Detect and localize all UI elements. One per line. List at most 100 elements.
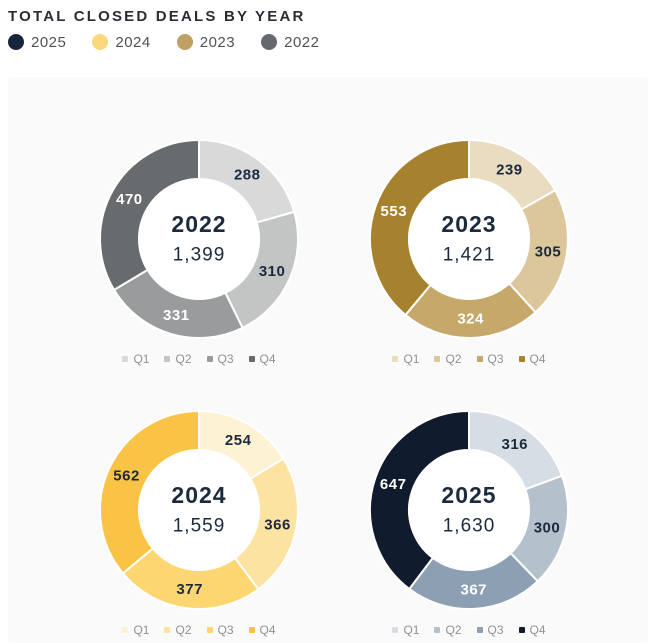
slice-value-label-q3: 331 <box>163 307 190 324</box>
donut-2024-svg: 2024 1,559 254 366 377 562 <box>99 410 299 610</box>
slice-value-label-q1: 288 <box>234 167 261 184</box>
quarter-swatch-icon <box>248 356 255 362</box>
quarter-swatch-icon <box>248 627 255 633</box>
year-legend-item-2024: 2024 <box>92 34 150 51</box>
slice-value-label-q4: 553 <box>381 203 408 220</box>
quarter-swatch-icon <box>476 356 483 362</box>
quarter-legend-label: Q1 <box>403 623 420 637</box>
quarter-legend-item-q2: Q2 <box>164 623 192 637</box>
slice-value-label-q4: 470 <box>116 191 143 208</box>
quarter-swatch-icon <box>206 356 213 362</box>
donut-2023-svg: 2023 1,421 239 305 324 553 <box>369 139 569 339</box>
quarter-swatch-icon <box>164 356 171 362</box>
year-legend-dot-icon <box>92 34 109 50</box>
donut-total-label: 1,630 <box>443 516 496 537</box>
quarter-swatch-icon <box>206 627 213 633</box>
quarter-legend-item-q2: Q2 <box>164 352 192 366</box>
year-legend-item-2023: 2023 <box>176 33 236 51</box>
year-legend-label: 2025 <box>31 33 67 51</box>
quarter-legend-label: Q3 <box>217 352 234 366</box>
year-legend-dot-icon <box>261 34 278 50</box>
quarter-swatch-icon <box>164 627 171 633</box>
quarter-swatch-icon <box>392 627 399 633</box>
donut-chart-2025: 2025 1,630 316 300 367 647 Q1 Q2 Q3 Q4 <box>334 410 604 637</box>
slice-value-label-q1: 254 <box>225 432 252 449</box>
quarter-swatch-icon <box>518 356 525 362</box>
quarter-legend-label: Q2 <box>175 623 192 637</box>
quarter-legend-item-q4: Q4 <box>518 623 546 637</box>
year-legend-dot-icon <box>176 34 193 50</box>
donut-total-label: 1,421 <box>443 245 496 266</box>
quarter-legend-label: Q2 <box>445 623 462 637</box>
slice-value-label-q3: 324 <box>457 310 484 327</box>
quarter-legend-item-q3: Q3 <box>476 352 504 366</box>
quarter-legend-label: Q1 <box>133 623 150 637</box>
quarter-legend-2024: Q1 Q2 Q3 Q4 <box>122 623 276 637</box>
quarter-legend-item-q4: Q4 <box>248 623 276 637</box>
quarter-legend-item-q1: Q1 <box>392 623 419 637</box>
donut-hole <box>409 179 529 299</box>
quarter-legend-label: Q2 <box>445 352 462 366</box>
donut-chart-2023: 2023 1,421 239 305 324 553 Q1 Q2 Q3 Q4 <box>334 139 604 366</box>
quarter-legend-item-q1: Q1 <box>122 623 149 637</box>
quarter-legend-item-q3: Q3 <box>206 623 234 637</box>
charts-grid: 2022 1,399 288 310 331 470 Q1 Q2 Q3 Q4 2023 1,421 23… <box>8 77 648 637</box>
quarter-legend-2025: Q1 Q2 Q3 Q4 <box>392 623 546 637</box>
quarter-swatch-icon <box>434 356 441 362</box>
quarter-swatch-icon <box>434 627 441 633</box>
donut-2025-svg: 2025 1,630 316 300 367 647 <box>369 410 569 610</box>
quarter-legend-label: Q4 <box>259 623 276 637</box>
slice-value-label-q4: 647 <box>380 476 407 493</box>
year-legend-label: 2023 <box>199 33 236 51</box>
slice-value-label-q1: 316 <box>502 436 529 453</box>
slice-value-label-q2: 300 <box>534 519 561 536</box>
quarter-legend-item-q2: Q2 <box>434 623 462 637</box>
donut-chart-2022: 2022 1,399 288 310 331 470 Q1 Q2 Q3 Q4 <box>64 139 334 366</box>
quarter-legend-label: Q4 <box>259 352 276 366</box>
quarter-legend-label: Q4 <box>529 352 546 366</box>
charts-panel: 2022 1,399 288 310 331 470 Q1 Q2 Q3 Q4 2023 1,421 23… <box>8 77 648 643</box>
quarter-legend-item-q3: Q3 <box>476 623 504 637</box>
donut-total-label: 1,399 <box>173 245 226 266</box>
quarter-swatch-icon <box>122 356 129 362</box>
quarter-swatch-icon <box>122 627 129 633</box>
quarter-legend-item-q2: Q2 <box>434 352 462 366</box>
header: TOTAL CLOSED DEALS BY YEAR 2025 2024 2023 2… <box>0 0 656 51</box>
year-legend-item-2022: 2022 <box>261 34 319 51</box>
donut-year-label: 2023 <box>441 211 496 237</box>
quarter-legend-item-q3: Q3 <box>206 352 234 366</box>
quarter-legend-label: Q3 <box>487 623 504 637</box>
quarter-swatch-icon <box>476 627 483 633</box>
year-legend-label: 2022 <box>284 33 320 51</box>
donut-total-label: 1,559 <box>173 516 226 537</box>
slice-value-label-q1: 239 <box>496 161 523 178</box>
slice-value-label-q3: 377 <box>176 581 203 598</box>
quarter-legend-label: Q1 <box>403 352 420 366</box>
donut-hole <box>409 450 529 570</box>
donut-year-label: 2022 <box>171 211 226 237</box>
slice-value-label-q2: 305 <box>535 243 562 260</box>
quarter-legend-item-q4: Q4 <box>518 352 546 366</box>
slice-value-label-q3: 367 <box>461 581 488 598</box>
donut-year-label: 2024 <box>171 482 226 508</box>
quarter-legend-item-q4: Q4 <box>248 352 276 366</box>
year-legend: 2025 2024 2023 2022 <box>8 33 648 51</box>
slice-value-label-q2: 366 <box>264 517 291 534</box>
quarter-legend-2023: Q1 Q2 Q3 Q4 <box>392 352 546 366</box>
quarter-legend-item-q1: Q1 <box>392 352 419 366</box>
year-legend-label: 2024 <box>115 33 151 51</box>
quarter-legend-label: Q3 <box>217 623 234 637</box>
page-title: TOTAL CLOSED DEALS BY YEAR <box>8 8 306 25</box>
quarter-legend-label: Q4 <box>529 623 546 637</box>
quarter-legend-2022: Q1 Q2 Q3 Q4 <box>122 352 276 366</box>
quarter-legend-label: Q1 <box>133 352 150 366</box>
quarter-swatch-icon <box>392 356 399 362</box>
quarter-legend-label: Q2 <box>175 352 192 366</box>
donut-hole <box>139 450 259 570</box>
donut-year-label: 2025 <box>441 482 496 508</box>
quarter-swatch-icon <box>518 627 525 633</box>
donut-2022-svg: 2022 1,399 288 310 331 470 <box>99 139 299 339</box>
quarter-legend-item-q1: Q1 <box>122 352 149 366</box>
year-legend-item-2025: 2025 <box>8 34 66 51</box>
